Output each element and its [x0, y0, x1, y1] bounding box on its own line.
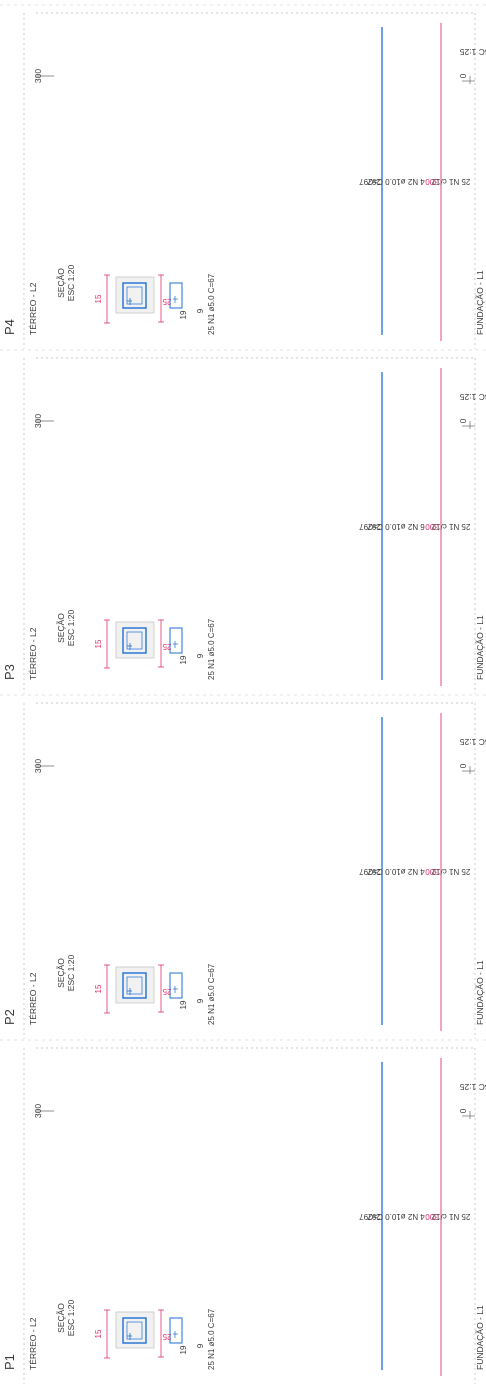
section-height-dim: 15 — [94, 639, 103, 648]
stirrup-long-dim: 19 — [179, 1000, 188, 1009]
section-drawing: 15 25 19 9 25 N1 ø5.0 C=67 — [94, 273, 216, 335]
stirrup-outline — [122, 627, 147, 654]
level-top: TÉRREO - L2 — [28, 627, 38, 680]
stirrup-inner — [126, 286, 143, 305]
section-drawing: 15 25 19 9 25 N1 ø5.0 C=67 — [94, 963, 216, 1025]
section-height-dim: 15 — [94, 294, 103, 303]
section-width-dim: 25 — [162, 987, 171, 996]
section-scale: ESC 1:20 — [66, 265, 76, 302]
elevation-top-label: 300 — [33, 414, 43, 428]
stirrup-inner — [126, 976, 143, 995]
stirrup-outline — [122, 1317, 147, 1344]
level-bottom: FUNDAÇÃO - L1 — [475, 270, 485, 335]
panel-label: P4 — [2, 319, 17, 335]
level-top: TÉRREO - L2 — [28, 1317, 38, 1370]
panels: ESC 1:25 25 N1 c/12 300 4 N2 ø10.0 C=297… — [0, 4, 486, 1384]
elevation-scale: ESC 1:25 — [460, 47, 486, 57]
stirrup-outline — [122, 972, 147, 999]
longitudinal-bar-length: 297 — [367, 522, 381, 531]
elevation-bottom-label: 0 — [458, 418, 468, 423]
section-scale: ESC 1:20 — [66, 610, 76, 647]
stirrup-spacing-label: 25 N1 c/12 — [431, 177, 470, 186]
longitudinal-bar-length: 297 — [367, 867, 381, 876]
section-title: SEÇÃO — [56, 613, 66, 643]
stirrup-label: 25 N1 ø5.0 C=67 — [207, 273, 216, 335]
section-width-dim: 25 — [162, 1332, 171, 1341]
elevation-bottom-label: 0 — [458, 1108, 468, 1113]
longitudinal-bar-label: 4 N2 ø10.0 C=297 — [359, 177, 425, 186]
stirrup-label: 25 N1 ø5.0 C=67 — [207, 1308, 216, 1370]
total-height-label: 300 — [425, 1212, 439, 1221]
elevation-top-label: 300 — [33, 1104, 43, 1118]
stirrup-inner — [126, 1321, 143, 1340]
section-height-dim: 15 — [94, 984, 103, 993]
stirrup-spacing-label: 25 N1 c/12 — [431, 1212, 470, 1221]
level-bottom: FUNDAÇÃO - L1 — [475, 615, 485, 680]
stirrup-inner — [126, 631, 143, 650]
longitudinal-bar-label: 4 N2 ø10.0 C=297 — [359, 867, 425, 876]
section-title: SEÇÃO — [56, 1303, 66, 1333]
total-height-label: 300 — [425, 522, 439, 531]
panel-label: P3 — [2, 664, 17, 680]
section-title: SEÇÃO — [56, 958, 66, 988]
stirrup-label: 25 N1 ø5.0 C=67 — [207, 618, 216, 680]
section-width-dim: 25 — [162, 642, 171, 651]
section-width-dim: 25 — [162, 297, 171, 306]
elevation-scale: ESC 1:25 — [460, 1082, 486, 1092]
level-bottom: FUNDAÇÃO - L1 — [475, 1305, 485, 1370]
stirrup-long-dim: 19 — [179, 655, 188, 664]
column-panel-p2: ESC 1:25 25 N1 c/12 300 4 N2 ø10.0 C=297… — [0, 694, 486, 1039]
elevation-top-label: 300 — [33, 69, 43, 83]
stirrup-short-dim: 9 — [196, 998, 205, 1003]
panel-label: P1 — [2, 1354, 17, 1370]
elevation-top-label: 300 — [33, 759, 43, 773]
elevation-bottom-label: 0 — [458, 763, 468, 768]
column-panel-p4: ESC 1:25 25 N1 c/12 300 4 N2 ø10.0 C=297… — [0, 4, 486, 349]
total-height-label: 300 — [425, 177, 439, 186]
column-panel-p3: ESC 1:25 25 N1 c/12 300 6 N2 ø10.0 C=297… — [0, 349, 486, 694]
total-height-label: 300 — [425, 867, 439, 876]
stirrup-shape — [169, 972, 183, 999]
stirrup-shape — [169, 1317, 183, 1344]
stirrup-label: 25 N1 ø5.0 C=67 — [207, 963, 216, 1025]
stirrup-long-dim: 19 — [179, 310, 188, 319]
level-top: TÉRREO - L2 — [28, 282, 38, 335]
longitudinal-bar-length: 297 — [367, 1212, 381, 1221]
section-height-dim: 15 — [94, 1329, 103, 1338]
stirrup-short-dim: 9 — [196, 308, 205, 313]
elevation-bottom-label: 0 — [458, 73, 468, 78]
stirrup-spacing-label: 25 N1 c/12 — [431, 867, 470, 876]
stirrup-outline — [122, 282, 147, 309]
section-scale: ESC 1:20 — [66, 1300, 76, 1337]
section-scale: ESC 1:20 — [66, 955, 76, 992]
stirrup-shape — [169, 282, 183, 309]
stirrup-spacing-label: 25 N1 c/12 — [431, 522, 470, 531]
level-top: TÉRREO - L2 — [28, 972, 38, 1025]
stirrup-shape — [169, 627, 183, 654]
section-drawing: 15 25 19 9 25 N1 ø5.0 C=67 — [94, 1308, 216, 1370]
stirrup-short-dim: 9 — [196, 1343, 205, 1348]
elevation-scale: ESC 1:25 — [460, 737, 486, 747]
longitudinal-bar-label: 6 N2 ø10.0 C=297 — [359, 522, 425, 531]
column-panel-p1: ESC 1:25 25 N1 c/12 300 4 N2 ø10.0 C=297… — [0, 1039, 486, 1384]
panel-label: P2 — [2, 1009, 17, 1025]
section-title: SEÇÃO — [56, 268, 66, 298]
elevation-scale: ESC 1:25 — [460, 392, 486, 402]
section-drawing: 15 25 19 9 25 N1 ø5.0 C=67 — [94, 618, 216, 680]
longitudinal-bar-label: 4 N2 ø10.0 C=297 — [359, 1212, 425, 1221]
stirrup-short-dim: 9 — [196, 653, 205, 658]
level-bottom: FUNDAÇÃO - L1 — [475, 960, 485, 1025]
longitudinal-bar-length: 297 — [367, 177, 381, 186]
stirrup-long-dim: 19 — [179, 1345, 188, 1354]
